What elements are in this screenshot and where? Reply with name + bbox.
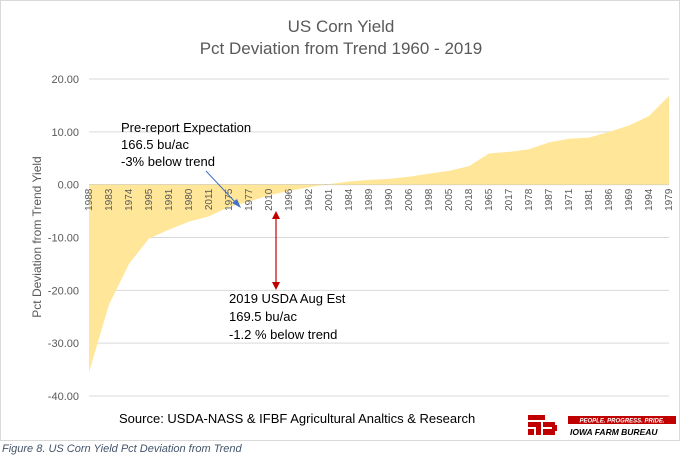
x-category-label: 1969 [624,188,635,211]
tagline-banner [568,416,676,424]
y-axis-ticks: 20.00 10.00 0.00 -10.00 -20.00 -30.00 -40.00 [48,74,79,403]
x-category-label: 1983 [104,188,115,211]
x-category-label: 1980 [184,188,195,211]
x-category-label: 1987 [544,188,555,211]
x-category-label: 2001 [324,188,335,211]
x-category-label: 1977 [244,188,255,211]
annotation-2-line-3: -1.2 % below trend [229,327,337,342]
annotation-2-arrowhead-down [272,282,280,290]
x-category-label: 1978 [524,188,535,211]
y-tick-label: 20.00 [51,74,79,86]
y-tick-label: -20.00 [48,285,79,297]
chart-subtitle: Pct Deviation from Trend 1960 - 2019 [200,39,483,58]
y-tick-label: 0.00 [58,180,79,192]
x-category-label: 1986 [604,188,615,211]
x-category-label: 2011 [204,188,215,210]
x-category-label: 2018 [464,188,475,211]
x-axis-category-labels: 1988 1983 1974 1995 1991 1980 2011 1975 1977 2010… [84,188,675,211]
annotation-1-line-1: Pre-report Expectation [121,120,251,135]
fb-logo-icon [528,415,557,435]
x-category-label: 2006 [404,188,415,211]
source-note: Source: USDA-NASS & IFBF Agricultural An… [119,411,475,426]
annotation-1-line-2: 166.5 bu/ac [121,137,189,152]
y-tick-label: -10.00 [48,233,79,245]
x-category-label: 1981 [584,188,595,211]
y-axis-label: Pct Deviation from Trend Yield [30,156,44,317]
x-category-label: 1962 [304,188,315,211]
x-category-label: 1996 [284,188,295,211]
chart-title: US Corn Yield [288,17,395,36]
pre-report-annotation: Pre-report Expectation 166.5 bu/ac -3% b… [121,120,251,208]
annotation-2-line-1: 2019 USDA Aug Est [229,291,346,306]
x-category-label: 1998 [424,188,435,211]
x-category-label: 1990 [384,188,395,211]
corn-yield-chart: 20.00 10.00 0.00 -10.00 -20.00 -30.00 -40.00 1… [30,17,675,426]
y-tick-label: 10.00 [51,127,79,139]
annotation-2-line-2: 169.5 bu/ac [229,309,297,324]
x-category-label: 1971 [564,188,575,211]
x-category-label: 1991 [164,188,175,211]
logo-name: IOWA FARM BUREAU [570,427,658,437]
logo-tagline: PEOPLE. PROGRESS. PRIDE. [579,419,664,425]
x-category-label: 1989 [364,188,375,211]
usda-annotation: 2019 USDA Aug Est 169.5 bu/ac -1.2 % bel… [229,211,346,342]
x-category-label: 1979 [664,188,675,211]
x-category-label: 1974 [124,188,135,211]
deviation-area [89,95,669,373]
annotation-1-line-3: -3% below trend [121,154,215,169]
x-category-label: 1965 [484,188,495,211]
x-category-label: 1994 [644,188,655,211]
x-category-label: 1984 [344,188,355,211]
x-category-label: 1988 [84,188,95,211]
annotation-2-arrowhead-up [272,211,280,219]
x-category-label: 1975 [224,188,235,211]
annotation-1-arrow [205,170,238,205]
chart-frame: 20.00 10.00 0.00 -10.00 -20.00 -30.00 -40.00 1… [0,0,680,441]
iowa-farm-bureau-logo: PEOPLE. PROGRESS. PRIDE. IOWA FARM BUREA… [528,415,676,437]
y-tick-label: -30.00 [48,338,79,350]
x-category-label: 2010 [264,188,275,211]
figure-caption: Figure 8. US Corn Yield Pct Deviation fr… [2,443,242,455]
x-category-label: 1995 [144,188,155,211]
y-tick-label: -40.00 [48,391,79,403]
x-category-label: 2017 [504,188,515,211]
x-category-label: 2005 [444,188,455,211]
annotation-1-arrowhead [232,199,241,208]
